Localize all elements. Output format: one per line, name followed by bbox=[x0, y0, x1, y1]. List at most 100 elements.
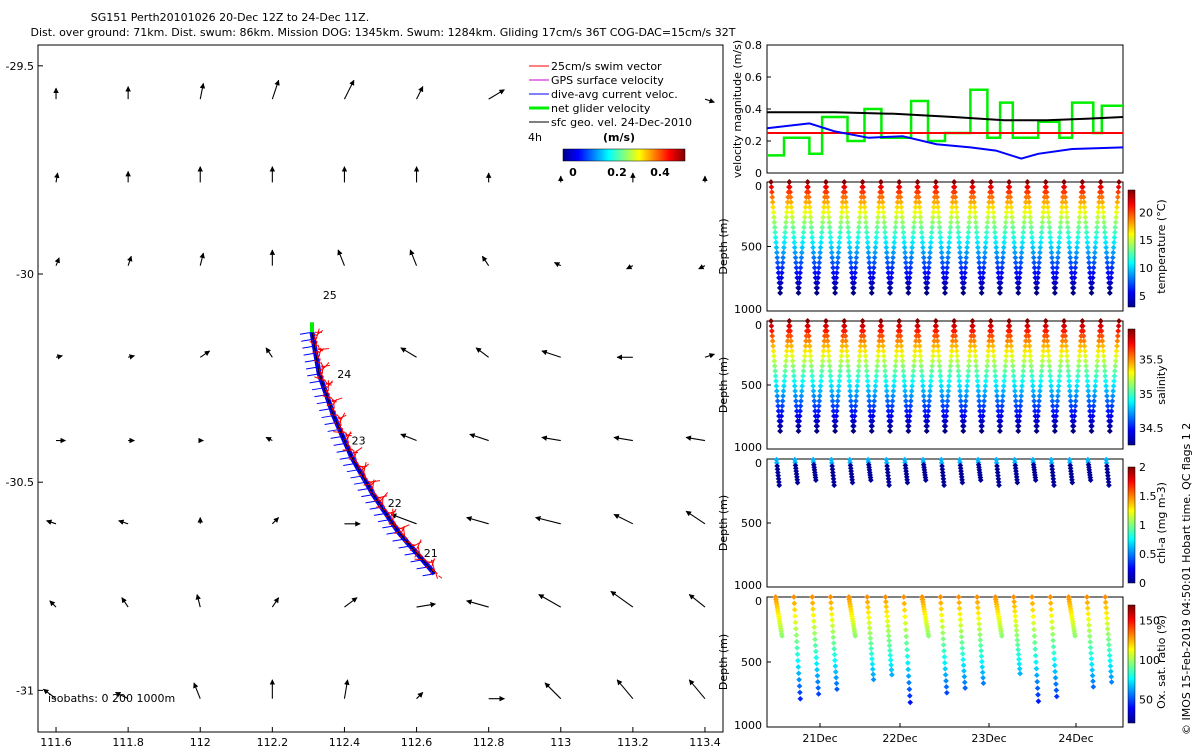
section-point bbox=[1021, 358, 1027, 364]
section-point bbox=[946, 373, 953, 379]
section-point bbox=[873, 234, 880, 241]
section-point bbox=[902, 613, 908, 620]
section-point bbox=[1048, 383, 1054, 389]
section-point bbox=[830, 472, 836, 479]
section-point bbox=[828, 460, 835, 466]
section-point bbox=[804, 318, 811, 324]
section-point bbox=[961, 274, 968, 281]
section-point bbox=[1015, 290, 1022, 296]
section-point bbox=[1084, 599, 1091, 606]
section-point bbox=[1116, 179, 1122, 185]
section-point bbox=[838, 348, 845, 354]
section-point bbox=[830, 634, 837, 641]
section-point bbox=[989, 194, 995, 200]
section-point bbox=[821, 204, 827, 211]
section-point bbox=[1112, 224, 1119, 231]
section-point bbox=[958, 633, 965, 640]
section-point bbox=[999, 264, 1005, 271]
section-point bbox=[784, 343, 791, 349]
section-point bbox=[1103, 460, 1110, 466]
section-point bbox=[1032, 652, 1039, 659]
section-point bbox=[963, 249, 970, 256]
section-point bbox=[769, 199, 776, 205]
swim-vector bbox=[414, 551, 419, 558]
swim-vector bbox=[315, 329, 324, 337]
section-point bbox=[945, 249, 952, 256]
section-point bbox=[956, 383, 963, 389]
section-point bbox=[861, 343, 868, 349]
section-point bbox=[941, 482, 947, 489]
section-point bbox=[1083, 363, 1089, 369]
section-point bbox=[861, 204, 868, 211]
geo-vector bbox=[54, 172, 60, 183]
section-point bbox=[957, 393, 964, 399]
dive-avg-vector bbox=[336, 449, 349, 453]
section-point bbox=[1088, 428, 1095, 434]
section-point bbox=[961, 679, 968, 686]
section-point bbox=[788, 338, 794, 344]
section-point bbox=[978, 653, 985, 660]
section-point bbox=[842, 189, 848, 195]
section-point bbox=[801, 219, 808, 226]
section-point bbox=[770, 343, 776, 349]
section-point bbox=[975, 393, 982, 399]
section-point bbox=[881, 219, 888, 226]
section-point bbox=[942, 290, 948, 296]
section-point bbox=[811, 264, 818, 271]
section-point bbox=[868, 290, 875, 296]
section-point bbox=[797, 269, 803, 276]
section-point bbox=[829, 393, 836, 399]
section-point bbox=[940, 636, 947, 642]
section-point bbox=[865, 393, 872, 399]
dive-avg-vector bbox=[307, 373, 320, 377]
section-point bbox=[964, 378, 971, 384]
section-point bbox=[797, 689, 803, 696]
section-point bbox=[837, 224, 844, 231]
section-point bbox=[977, 408, 983, 414]
section-point bbox=[892, 368, 898, 374]
section-point bbox=[1030, 620, 1037, 626]
swim-vector bbox=[431, 569, 438, 575]
section-point bbox=[918, 224, 925, 231]
section-point bbox=[852, 264, 859, 271]
section-point bbox=[936, 363, 943, 369]
section-point bbox=[798, 254, 805, 261]
section-point bbox=[1009, 358, 1016, 364]
section-point bbox=[1080, 189, 1087, 195]
section-point bbox=[920, 393, 927, 399]
section-point bbox=[880, 214, 887, 221]
section-point bbox=[1013, 627, 1020, 634]
section-point bbox=[1010, 229, 1017, 236]
section-point bbox=[819, 358, 826, 364]
section-point bbox=[1113, 348, 1120, 354]
section-point bbox=[1104, 620, 1111, 627]
section-point bbox=[784, 199, 791, 205]
swim-vector bbox=[318, 347, 322, 357]
section-point bbox=[1108, 269, 1115, 276]
section-point bbox=[810, 618, 817, 625]
section-point bbox=[898, 199, 904, 205]
section-point bbox=[847, 388, 853, 394]
section-point bbox=[942, 666, 949, 672]
section-point bbox=[973, 224, 980, 231]
section-point bbox=[1075, 224, 1082, 231]
section-point bbox=[793, 259, 799, 266]
section-point bbox=[953, 343, 960, 349]
section-point bbox=[912, 209, 918, 216]
section-point bbox=[789, 358, 796, 364]
section-point bbox=[926, 398, 933, 404]
section-point bbox=[977, 631, 983, 638]
section-point bbox=[1026, 204, 1033, 211]
section-point bbox=[1017, 264, 1024, 271]
section-point bbox=[1073, 388, 1080, 394]
geo-vector bbox=[613, 513, 634, 525]
section-point bbox=[818, 378, 824, 384]
section-point bbox=[1074, 239, 1081, 246]
section-point bbox=[831, 479, 837, 485]
geo-vector bbox=[121, 597, 129, 608]
section-point bbox=[1012, 388, 1018, 394]
section-point bbox=[998, 413, 1005, 419]
section-point bbox=[930, 348, 937, 354]
geo-vector bbox=[688, 594, 706, 608]
